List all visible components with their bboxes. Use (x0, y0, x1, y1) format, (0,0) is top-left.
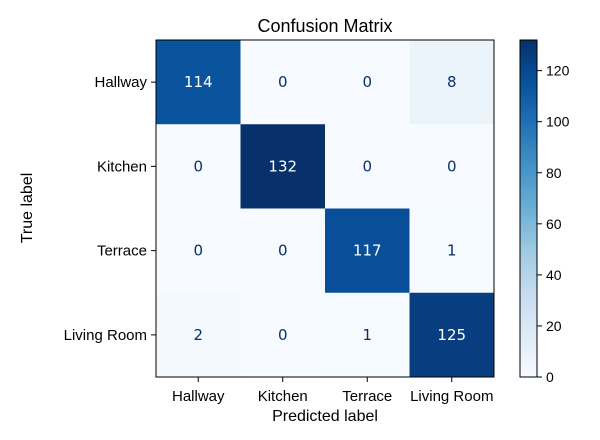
heatmap-cell (409, 208, 495, 294)
x-axis-label: Predicted label (272, 408, 378, 425)
heatmap-cell (240, 40, 326, 125)
cell-value-label: 0 (278, 73, 288, 91)
heatmap-cell (156, 40, 241, 125)
heatmap-cell (240, 124, 326, 209)
y-axis-label: True label (19, 173, 36, 244)
heatmap-cell (156, 124, 241, 209)
colorbar-tick-label: 120 (546, 63, 570, 79)
x-tick-label: Living Room (410, 388, 493, 405)
cell-value-label: 132 (268, 157, 297, 175)
heatmap-cell (240, 208, 326, 294)
heatmap-cell (325, 208, 410, 294)
chart-title: Confusion Matrix (257, 16, 392, 36)
cell-value-label: 0 (447, 157, 457, 175)
heatmap-cell (156, 292, 241, 378)
y-tick-label: Hallway (94, 74, 147, 91)
colorbar-gradient (519, 39, 538, 378)
heatmap-cell (325, 40, 410, 125)
x-tick-label: Terrace (342, 388, 392, 405)
colorbar-tick-label: 0 (546, 369, 554, 385)
heatmap-cell (409, 292, 495, 378)
colorbar-tick-label: 20 (546, 318, 562, 334)
y-tick-label: Kitchen (97, 158, 147, 175)
cell-value-label: 0 (193, 242, 203, 260)
heatmap-cell (156, 208, 241, 294)
x-axis: Hallway Kitchen Terrace Living Room (172, 377, 493, 405)
y-axis: Hallway Kitchen Terrace Living Room (64, 74, 156, 344)
heatmap-cell (240, 292, 326, 378)
cell-value-label: 0 (362, 73, 372, 91)
cell-value-label: 114 (184, 73, 213, 91)
cell-value-label: 0 (193, 157, 203, 175)
colorbar: 0 20 40 60 80 100 120 (519, 39, 570, 385)
cell-value-label: 125 (437, 326, 466, 344)
heatmap-cell (325, 292, 410, 378)
heatmap-cells: 114 0 0 8 0 132 0 0 0 0 117 1 2 0 1 125 (156, 40, 495, 378)
heatmap-cell (409, 40, 495, 125)
colorbar-tick-label: 40 (546, 267, 562, 283)
cell-value-label: 8 (447, 73, 457, 91)
colorbar-tick-label: 60 (546, 216, 562, 232)
heatmap-cell (409, 124, 495, 209)
cell-value-label: 0 (362, 157, 372, 175)
y-tick-label: Living Room (64, 327, 147, 344)
colorbar-tick-label: 100 (546, 114, 570, 130)
colorbar-tick-label: 80 (546, 165, 562, 181)
cell-value-label: 117 (353, 242, 382, 260)
cell-value-label: 0 (278, 242, 288, 260)
heatmap-cell (325, 124, 410, 209)
y-tick-label: Terrace (97, 243, 147, 260)
x-tick-label: Hallway (172, 388, 225, 405)
cell-value-label: 0 (278, 326, 288, 344)
x-tick-label: Kitchen (258, 388, 308, 405)
cell-value-label: 1 (447, 242, 457, 260)
cell-value-label: 1 (362, 326, 372, 344)
cell-value-label: 2 (193, 326, 203, 344)
plot-frame (155, 39, 495, 378)
